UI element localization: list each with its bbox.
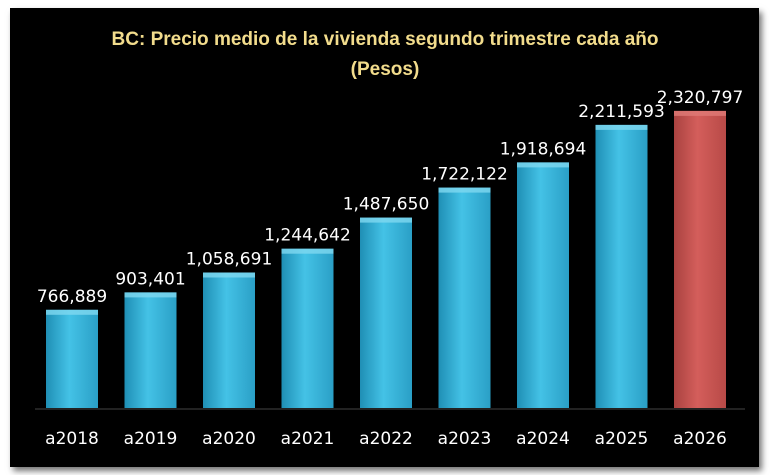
bar-a2020 (203, 272, 255, 408)
chart-title: BC: Precio medio de la vivienda segundo … (112, 29, 659, 50)
bar-cap-a2019 (124, 292, 177, 298)
value-label-a2020: 1,058,691 (186, 250, 273, 270)
bar-a2019 (124, 292, 177, 408)
bar-a2021 (281, 248, 334, 408)
value-label-a2023: 1,722,122 (421, 165, 508, 185)
category-label-a2022: a2022 (359, 429, 413, 449)
category-label-a2025: a2025 (595, 429, 649, 449)
bar-cap-a2024 (517, 162, 569, 168)
bar-a2022 (360, 217, 412, 408)
bar-cap-a2020 (203, 272, 255, 278)
category-label-a2026: a2026 (673, 429, 727, 449)
category-labels-group: a2018 a2019 a2020 a2021 a2022 a2023 a2024 a2025… (45, 429, 727, 449)
category-label-a2021: a2021 (281, 429, 335, 449)
bar-cap-a2023 (438, 187, 491, 193)
bar-cap-a2018 (46, 309, 98, 315)
chart-subtitle: (Pesos) (351, 59, 420, 80)
value-label-a2018: 766,889 (37, 287, 107, 307)
bars-group (46, 110, 726, 409)
bar-a2024 (517, 162, 569, 408)
category-label-a2019: a2019 (124, 429, 178, 449)
value-label-a2025: 2,211,593 (578, 102, 665, 122)
bar-a2025 (595, 124, 648, 409)
value-label-a2019: 903,401 (115, 269, 185, 289)
category-label-a2020: a2020 (202, 429, 256, 449)
category-label-a2018: a2018 (45, 429, 99, 449)
bar-cap-a2021 (281, 248, 334, 254)
value-label-a2026: 2,320,797 (657, 88, 744, 108)
category-label-a2023: a2023 (438, 429, 492, 449)
bar-a2026 (674, 110, 726, 409)
value-label-a2024: 1,918,694 (500, 139, 587, 159)
bar-a2023 (438, 187, 491, 408)
value-label-a2021: 1,244,642 (264, 226, 351, 246)
value-label-a2022: 1,487,650 (343, 195, 430, 215)
bar-cap-a2025 (595, 124, 648, 130)
bar-cap-a2022 (360, 217, 412, 223)
category-label-a2024: a2024 (516, 429, 570, 449)
bar-a2018 (46, 309, 98, 408)
bar-cap-a2026 (674, 110, 726, 116)
